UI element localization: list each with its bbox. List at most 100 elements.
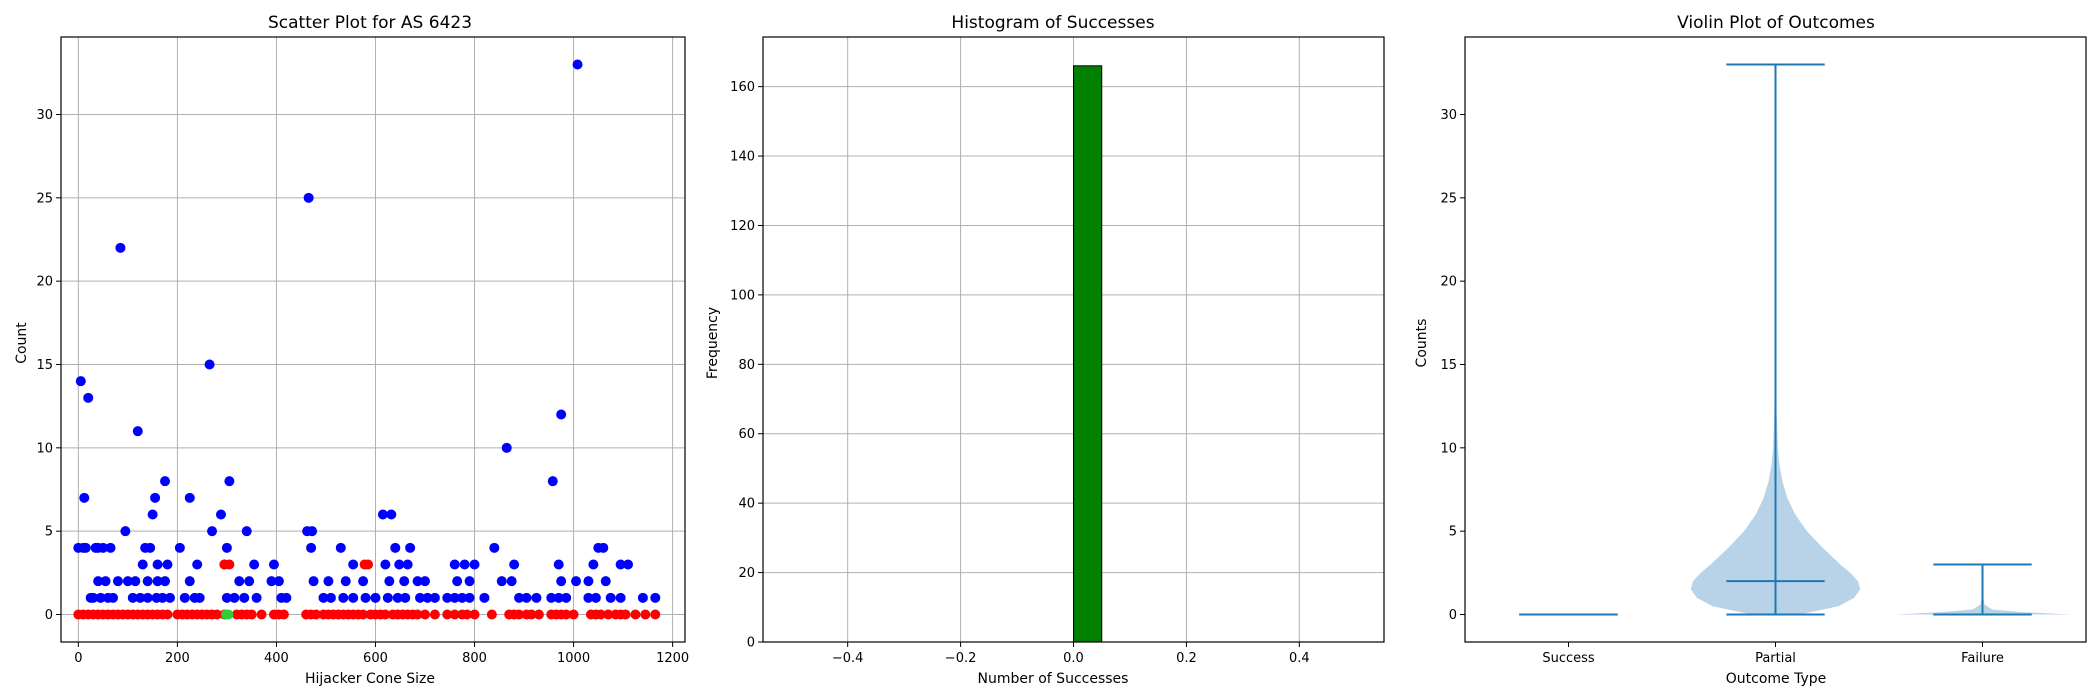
scatter-point xyxy=(452,576,463,587)
scatter-point xyxy=(598,542,609,553)
scatter-point xyxy=(268,559,279,570)
scatter-point xyxy=(184,492,195,503)
scatter-point xyxy=(363,559,374,570)
scatter-point xyxy=(307,526,318,537)
y-tick-label: 0 xyxy=(45,608,53,623)
scatter-point xyxy=(489,542,500,553)
scatter-point xyxy=(93,542,104,553)
y-tick-label: 5 xyxy=(1449,525,1457,540)
y-tick-label: 60 xyxy=(738,427,755,442)
scatter-point xyxy=(620,609,631,620)
scatter-point xyxy=(402,559,413,570)
scatter-point xyxy=(174,542,185,553)
scatter-point xyxy=(142,576,153,587)
scatter-point xyxy=(157,592,168,603)
plot-marks xyxy=(791,65,1356,643)
scatter-panel: Scatter Plot for AS 6423 Hijacker Cone S… xyxy=(14,13,689,687)
scatter-point xyxy=(78,542,89,553)
scatter-point xyxy=(449,559,460,570)
scatter-point xyxy=(429,592,440,603)
y-tick-label: 15 xyxy=(36,358,53,373)
scatter-point xyxy=(335,542,346,553)
scatter-point xyxy=(251,592,262,603)
axes-frame xyxy=(1464,36,2087,643)
scatter-point xyxy=(514,592,525,603)
scatter-point xyxy=(590,592,601,603)
scatter-point xyxy=(556,576,567,587)
scatter-point xyxy=(273,576,284,587)
scatter-point xyxy=(479,592,490,603)
x-tick-label: 0.4 xyxy=(1289,651,1310,666)
scatter-point xyxy=(147,509,158,520)
x-tick-label: 0.0 xyxy=(1063,651,1084,666)
violin-title: Violin Plot of Outcomes xyxy=(1677,13,1875,33)
y-tick-label: 0 xyxy=(1449,608,1457,623)
scatter-point xyxy=(122,576,133,587)
plot-marks xyxy=(1519,63,2071,616)
scatter-point xyxy=(256,609,267,620)
scatter-point xyxy=(221,592,232,603)
scatter-point xyxy=(464,592,475,603)
scatter-point xyxy=(79,492,90,503)
x-tick-label: 200 xyxy=(165,651,190,666)
x-tick-label: 0.2 xyxy=(1176,651,1197,666)
scatter-point xyxy=(130,576,141,587)
scatter-point xyxy=(192,559,203,570)
scatter-point xyxy=(152,576,163,587)
scatter-point xyxy=(556,409,567,420)
y-tick-label: 100 xyxy=(730,288,755,303)
scatter-point xyxy=(164,592,175,603)
scatter-point xyxy=(212,609,222,620)
scatter-point xyxy=(380,609,391,620)
scatter-point xyxy=(246,609,257,620)
scatter-point xyxy=(400,592,411,603)
scatter-point xyxy=(509,559,520,570)
y-tick-label: 25 xyxy=(36,191,53,206)
scatter-xlabel: Hijacker Cone Size xyxy=(305,671,435,687)
scatter-point xyxy=(623,559,634,570)
scatter-point xyxy=(384,576,395,587)
scatter-point xyxy=(637,592,648,603)
scatter-point xyxy=(449,592,460,603)
x-tick-label: 0 xyxy=(74,651,82,666)
scatter-point xyxy=(377,509,388,520)
scatter-point xyxy=(224,476,235,487)
scatter-point xyxy=(572,59,583,70)
scatter-point xyxy=(405,542,416,553)
scatter-point xyxy=(194,592,205,603)
scatter-point xyxy=(318,592,329,603)
histogram-ylabel: Frequency xyxy=(705,307,721,379)
scatter-point xyxy=(595,609,606,620)
scatter-point xyxy=(394,559,405,570)
scatter-point xyxy=(553,559,564,570)
scatter-point xyxy=(531,592,542,603)
scatter-point xyxy=(100,576,111,587)
scatter-point xyxy=(533,609,544,620)
scatter-point xyxy=(415,592,426,603)
x-tick-label: −0.2 xyxy=(945,651,977,666)
scatter-point xyxy=(469,609,480,620)
histogram-bar xyxy=(1073,65,1103,643)
scatter-point xyxy=(382,592,393,603)
scatter-point xyxy=(561,592,572,603)
axes-frame xyxy=(60,36,686,643)
scatter-point xyxy=(420,576,430,587)
scatter-point xyxy=(323,576,334,587)
scatter-point xyxy=(152,559,163,570)
scatter-point xyxy=(650,609,661,620)
scatter-point xyxy=(457,592,468,603)
scatter-point xyxy=(392,592,403,603)
scatter-point xyxy=(496,576,507,587)
scatter-point xyxy=(132,426,143,437)
scatter-point xyxy=(221,542,232,553)
scatter-point xyxy=(442,609,453,620)
y-tick-label: 25 xyxy=(1440,191,1457,206)
scatter-point xyxy=(207,526,218,537)
scatter-point xyxy=(588,559,599,570)
scatter-point xyxy=(135,592,146,603)
scatter-point xyxy=(630,609,641,620)
scatter-point xyxy=(583,592,594,603)
scatter-point xyxy=(162,559,173,570)
scatter-point xyxy=(561,609,572,620)
